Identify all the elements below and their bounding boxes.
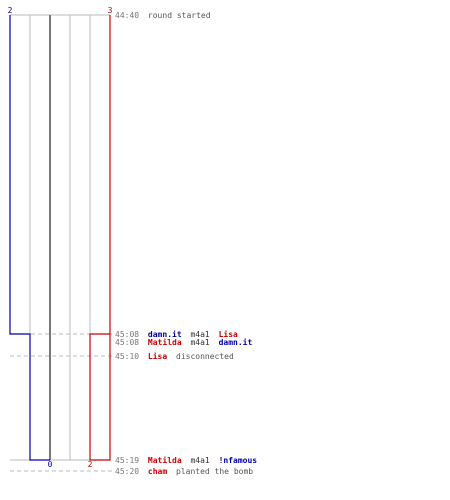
killer-name: Matilda <box>148 337 182 347</box>
victim-name: damn.it <box>219 337 253 347</box>
weapon-name: m4a1 <box>190 456 209 465</box>
victim-name: !nfamous <box>219 456 258 465</box>
t-alive-line <box>89 15 111 461</box>
ct-alive-line <box>9 15 50 461</box>
event-time: 45:08 <box>115 338 139 347</box>
event-row: 45:08 Matilda m4a1 damn.it <box>115 337 252 347</box>
player-name: cham <box>148 467 167 476</box>
event-time: 44:40 <box>115 11 139 20</box>
event-time: 45:20 <box>115 467 139 476</box>
t-end-score: 2 <box>88 460 93 469</box>
event-row: 44:40 round started <box>115 11 211 20</box>
event-time: 45:08 <box>115 330 139 339</box>
ct-start-score: 2 <box>8 6 13 15</box>
event-time: 45:10 <box>115 352 139 361</box>
event-time: 45:19 <box>115 456 139 465</box>
weapon-name: m4a1 <box>190 338 209 347</box>
weapon-name: m4a1 <box>190 330 209 339</box>
event-row: 45:10 Lisa disconnected <box>115 351 234 361</box>
event-guides <box>10 333 112 472</box>
ct-end-score: 0 <box>48 460 53 469</box>
event-log: 44:40 round started 45:08 damn.it m4a1 L… <box>115 11 257 476</box>
event-message: round started <box>148 11 211 20</box>
event-message: planted the bomb <box>176 467 253 476</box>
player-name: Lisa <box>148 351 167 361</box>
victim-name: Lisa <box>219 329 238 339</box>
t-start-score: 3 <box>108 6 113 15</box>
event-message: disconnected <box>176 352 234 361</box>
killer-name: Matilda <box>148 455 182 465</box>
event-row: 45:08 damn.it m4a1 Lisa <box>115 329 238 339</box>
event-row: 45:19 Matilda m4a1 !nfamous <box>115 455 257 465</box>
timeline-grid <box>10 14 110 461</box>
killer-name: damn.it <box>148 329 182 339</box>
event-row: 45:20 cham planted the bomb <box>115 467 253 476</box>
